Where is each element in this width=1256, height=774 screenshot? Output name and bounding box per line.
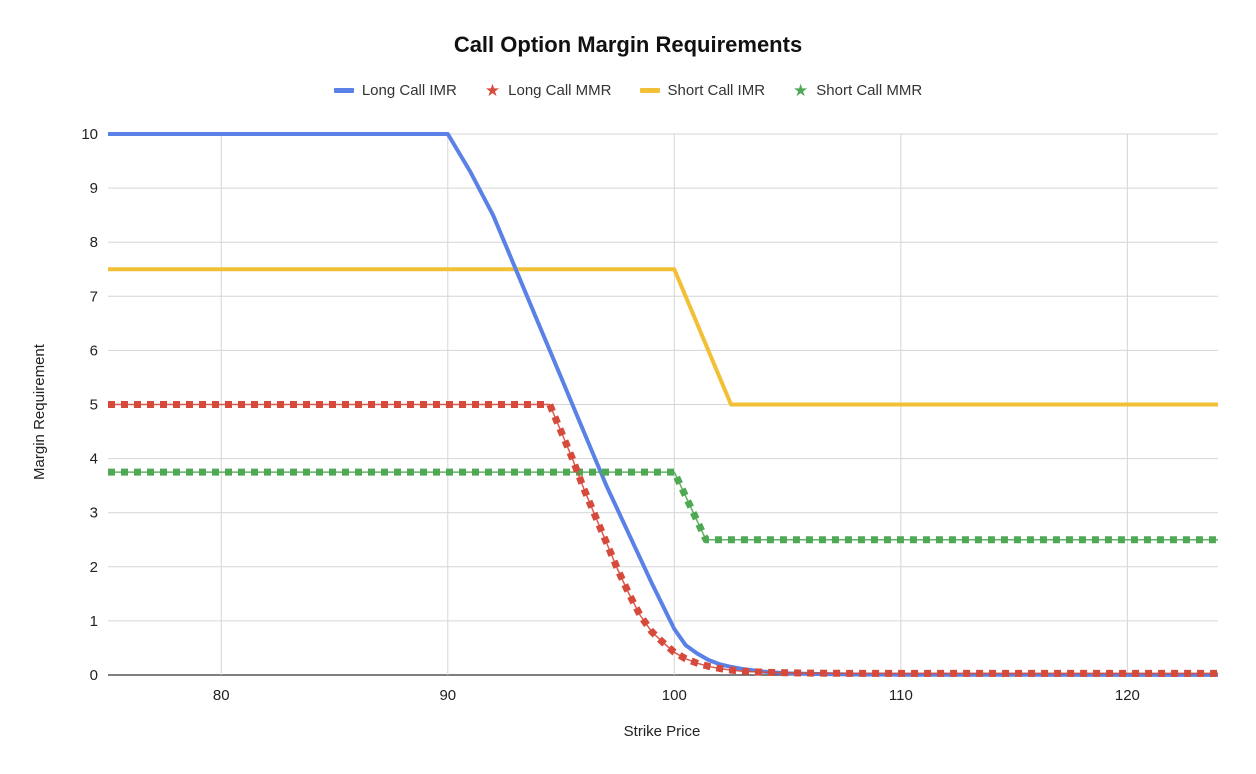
chart-title: Call Option Margin Requirements (453, 32, 803, 57)
y-tick-label: 6 (90, 342, 98, 359)
star-icon: ★ (484, 81, 501, 100)
legend-item-long-call-imr[interactable]: Long Call IMR (333, 82, 457, 99)
y-tick-label: 1 (90, 613, 98, 630)
legend-label: Short Call MMR (816, 82, 923, 99)
legend-line-swatch (639, 88, 660, 93)
y-tick-label: 7 (90, 288, 98, 305)
y-tick-label: 3 (90, 505, 98, 522)
series-line-long-call-mmr (108, 401, 1218, 677)
y-tick-label: 5 (90, 397, 98, 414)
x-tick-label: 80 (213, 687, 230, 704)
y-tick-label: 8 (90, 234, 98, 251)
y-axis-title: Margin Requirement (31, 343, 48, 480)
y-tick-label: 0 (90, 667, 98, 684)
x-tick-label: 90 (439, 687, 456, 704)
legend-item-long-call-mmr[interactable]: ★ Long Call MMR (485, 82, 612, 99)
tick-labels: 0 1 2 3 4 5 6 7 8 9 10 80 90 100 110 120 (81, 126, 1140, 704)
y-tick-label: 4 (90, 451, 98, 468)
legend-label: Long Call MMR (508, 82, 612, 99)
series-line-short-call-mmr (108, 468, 1218, 544)
series-lines (108, 132, 1218, 677)
series-line-short-call-imr (108, 267, 1218, 407)
legend-label: Long Call IMR (361, 82, 457, 99)
legend-item-short-call-imr[interactable]: Short Call IMR (639, 82, 766, 99)
legend-item-short-call-mmr[interactable]: ★ Short Call MMR (793, 82, 922, 99)
x-tick-label: 100 (662, 687, 687, 704)
star-icon: ★ (793, 81, 809, 100)
y-tick-label: 2 (90, 559, 98, 576)
series-line-short-call-mmr-core (108, 471, 1218, 541)
y-tick-label: 10 (81, 126, 98, 143)
legend-label: Short Call IMR (667, 82, 766, 99)
x-tick-label: 120 (1115, 687, 1140, 704)
series-line-long-call-mmr-core (108, 403, 1218, 675)
x-tick-label: 110 (889, 687, 913, 704)
grid-lines (108, 133, 1218, 676)
y-tick-label: 9 (90, 180, 98, 197)
x-axis-title: Strike Price (624, 723, 701, 740)
legend-line-swatch (333, 88, 354, 93)
chart-legend: Long Call IMR ★ Long Call MMR Short Call… (0, 82, 1256, 99)
